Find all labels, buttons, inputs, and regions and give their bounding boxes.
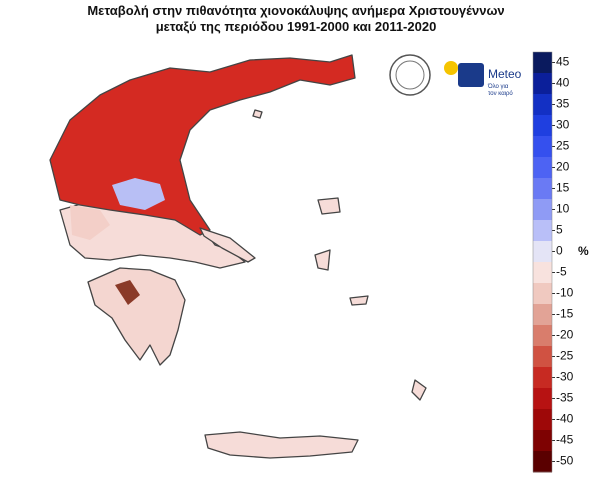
colorbar-swatch bbox=[533, 430, 552, 452]
logo-slogan: Όλο για bbox=[487, 84, 509, 90]
colorbar-swatch bbox=[533, 94, 552, 116]
rhodes bbox=[411, 379, 427, 401]
colorbar-swatch bbox=[533, 241, 552, 263]
tick-label: 40 bbox=[556, 76, 570, 90]
tick-label: 45 bbox=[556, 55, 570, 69]
colorbar-swatch bbox=[533, 346, 552, 368]
colorbar-swatch bbox=[533, 325, 552, 347]
colorbar-swatch bbox=[533, 157, 552, 179]
colorbar-swatch bbox=[533, 409, 552, 431]
tick-label: 5 bbox=[556, 223, 563, 237]
map bbox=[49, 54, 427, 459]
tick-label: -40 bbox=[556, 412, 574, 426]
tick-label: -50 bbox=[556, 454, 574, 468]
mainland-north bbox=[49, 54, 356, 236]
tick-label: 25 bbox=[556, 139, 570, 153]
title-line: Μεταβολή στην πιθανότητα χιονοκάλυψης αν… bbox=[87, 3, 504, 18]
colorbar-swatch bbox=[533, 304, 552, 326]
tick-label: 20 bbox=[556, 160, 570, 174]
tick-label: 35 bbox=[556, 97, 570, 111]
colorbar-swatch bbox=[533, 115, 552, 137]
colorbar-swatch bbox=[533, 388, 552, 410]
peloponnese bbox=[87, 267, 186, 366]
tick-label: 0 bbox=[556, 244, 563, 258]
logo-slogan: τον καιρό bbox=[488, 90, 513, 97]
euboea bbox=[199, 227, 256, 263]
crete bbox=[204, 431, 359, 459]
logo-mark bbox=[458, 63, 484, 87]
tick-label: -25 bbox=[556, 349, 574, 363]
title-line: μεταξύ της περιόδου 1991-2000 και 2011-2… bbox=[156, 19, 437, 34]
tick-label: 15 bbox=[556, 181, 570, 195]
tick-label: 30 bbox=[556, 118, 570, 132]
tick-label: -45 bbox=[556, 433, 574, 447]
lesvos bbox=[317, 197, 341, 215]
colorbar-unit: % bbox=[578, 244, 589, 258]
colorbar-swatch bbox=[533, 52, 552, 74]
seal-logo-inner bbox=[395, 60, 425, 90]
island bbox=[349, 295, 369, 306]
tick-label: -35 bbox=[556, 391, 574, 405]
tick-label: 10 bbox=[556, 202, 570, 216]
mountain-area bbox=[115, 280, 140, 305]
colorbar: 45 40 35 30 25 20 15 10 5 0 -5 -10 -15 -20 -25 -30 -35 -4… bbox=[532, 51, 574, 473]
seal-logo bbox=[389, 54, 431, 96]
colorbar-swatch bbox=[533, 451, 552, 473]
colorbar-swatch bbox=[533, 199, 552, 221]
colorbar-swatch bbox=[533, 136, 552, 158]
logo-sun bbox=[444, 61, 458, 75]
island bbox=[314, 249, 331, 271]
colorbar-frame bbox=[532, 51, 553, 473]
tick-label: -30 bbox=[556, 370, 574, 384]
logo-name: Meteo bbox=[488, 67, 522, 81]
colorbar-swatch bbox=[533, 178, 552, 200]
colorbar-swatch bbox=[533, 220, 552, 242]
tick-label: -20 bbox=[556, 328, 574, 342]
colorbar-swatch bbox=[533, 283, 552, 305]
plain-area bbox=[112, 178, 165, 210]
tick-label: -5 bbox=[556, 265, 567, 279]
logos: Meteo Όλο για τον καιρό bbox=[389, 54, 522, 97]
tick-label: -15 bbox=[556, 307, 574, 321]
island bbox=[252, 109, 263, 119]
colorbar-swatch bbox=[533, 262, 552, 284]
colorbar-swatch bbox=[533, 73, 552, 95]
central-area bbox=[70, 205, 110, 240]
tick-label: -10 bbox=[556, 286, 574, 300]
colorbar-swatch bbox=[533, 367, 552, 389]
